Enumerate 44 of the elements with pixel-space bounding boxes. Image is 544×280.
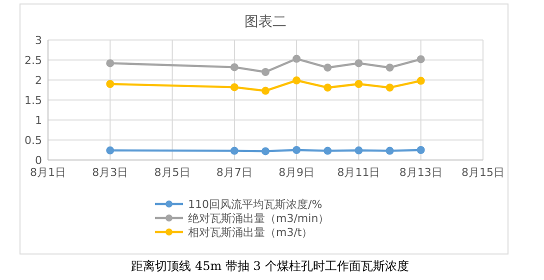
point	[292, 54, 301, 63]
point	[262, 68, 270, 76]
point	[416, 146, 425, 154]
legend-label: 相对瓦斯涌出量（m3/t）	[188, 226, 313, 239]
y-tick-label: 0	[35, 154, 42, 167]
text: 距离切顶线 45m 带抽 3 个煤柱孔时工作面瓦斯浓度	[131, 259, 409, 273]
y-tick-label: 0.5	[24, 134, 42, 147]
point	[354, 80, 363, 88]
point	[230, 83, 238, 92]
point	[230, 63, 238, 72]
point	[324, 64, 332, 72]
x-tick-label: 8月5日	[154, 166, 190, 179]
point	[106, 146, 114, 154]
point	[354, 59, 363, 68]
y-tick-label: 1.5	[24, 94, 42, 107]
point	[324, 84, 332, 92]
y-tick-label: 3	[35, 34, 42, 47]
x-tick-label: 8月3日	[92, 166, 128, 179]
point	[230, 146, 238, 155]
point	[106, 80, 114, 88]
x-tick-label: 8月9日	[278, 166, 315, 179]
point	[386, 146, 394, 155]
point	[354, 146, 363, 154]
point	[262, 86, 270, 95]
x-tick-label: 8月13日	[399, 166, 442, 179]
x-tick-label: 8月15日	[462, 166, 504, 179]
point	[262, 147, 270, 156]
point	[386, 84, 394, 92]
y-tick-label: 2	[35, 74, 42, 87]
point	[106, 59, 114, 68]
point	[292, 146, 301, 154]
point	[292, 76, 301, 84]
point	[416, 76, 425, 85]
x-tick-label: 8月7日	[216, 166, 252, 179]
legend-label: 110回风流平均瓦斯浓度/%	[188, 198, 322, 211]
point	[386, 64, 394, 72]
y-tick-label: 1	[35, 114, 42, 127]
y-tick-label: 2.5	[24, 54, 42, 67]
point	[324, 146, 332, 155]
x-tick-label: 8月11日	[337, 166, 380, 179]
legend-label: 绝对瓦斯涌出量（m3/min）	[188, 212, 330, 225]
x-tick-label: 8月1日	[30, 166, 66, 179]
point	[416, 55, 425, 64]
chart-title: 图表二	[244, 14, 286, 30]
